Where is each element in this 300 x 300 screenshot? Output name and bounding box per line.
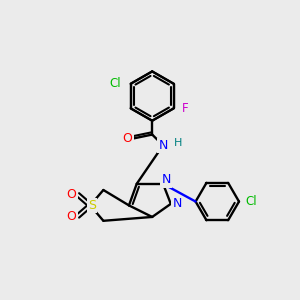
Text: F: F: [182, 102, 188, 115]
Text: N: N: [158, 139, 168, 152]
Text: N: N: [172, 197, 182, 210]
Text: O: O: [122, 132, 132, 145]
Text: O: O: [67, 210, 76, 223]
Text: N: N: [161, 173, 171, 187]
Text: H: H: [174, 138, 182, 148]
Text: S: S: [88, 199, 96, 212]
Text: Cl: Cl: [245, 195, 257, 208]
Text: Cl: Cl: [110, 77, 122, 90]
Text: O: O: [67, 188, 76, 201]
